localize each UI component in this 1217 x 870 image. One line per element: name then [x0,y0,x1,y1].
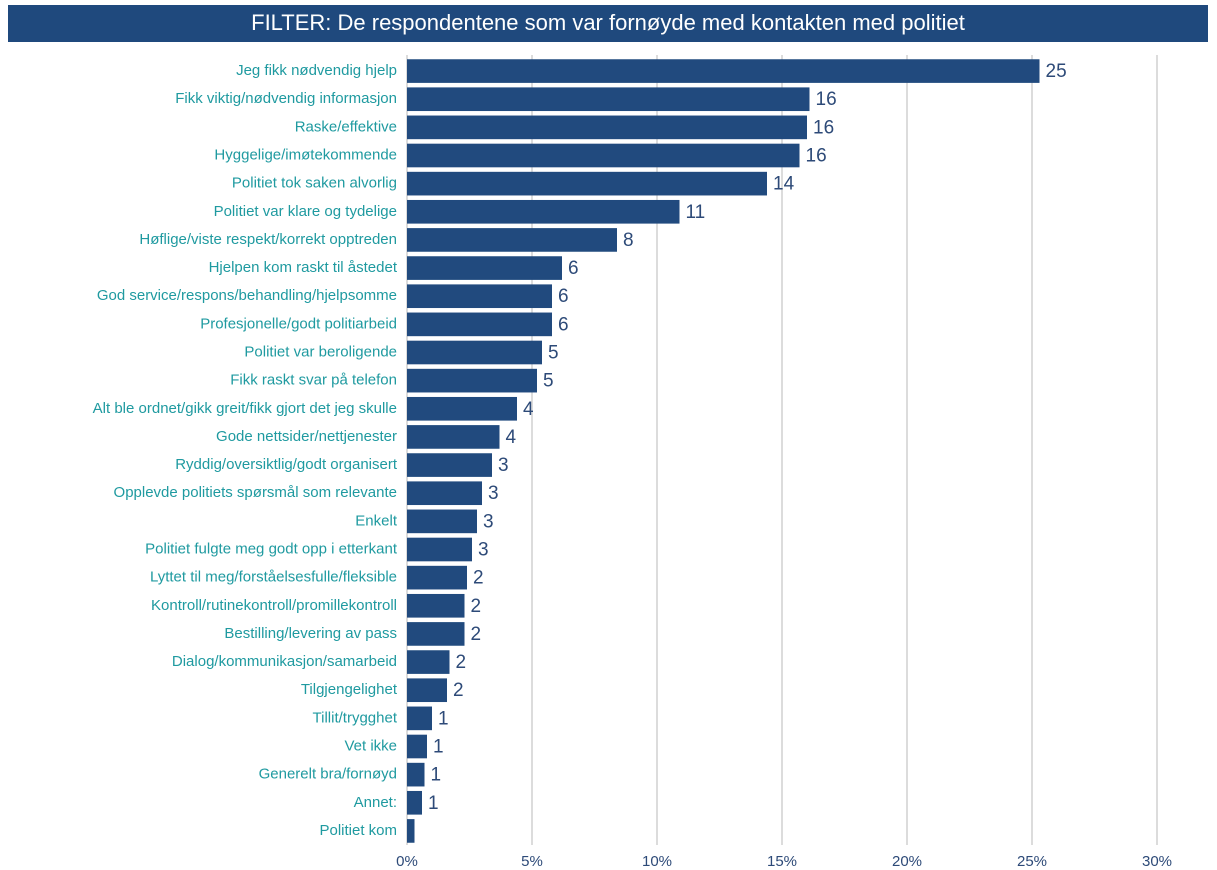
category-label: Lyttet til meg/forståelsesfulle/fleksibl… [150,569,397,586]
value-label: 3 [488,483,499,504]
bar [407,396,517,421]
value-label: 2 [473,568,484,589]
category-label: Fikk viktig/nødvendig informasjon [175,90,397,107]
bar [407,509,477,534]
value-label: 6 [568,258,579,279]
value-label: 3 [498,455,509,476]
bar [407,425,500,449]
value-label: 6 [558,314,569,335]
bar [407,706,432,731]
bar [407,312,552,337]
value-label: 5 [543,371,554,392]
category-label: Fikk raskt svar på telefon [230,372,397,389]
value-label: 8 [623,230,634,251]
category-label: Enkelt [355,512,398,529]
value-label: 14 [773,174,795,195]
bar [407,734,427,759]
chart-title: FILTER: De respondentene som var fornøyd… [251,10,965,35]
value-label: 1 [433,737,444,758]
category-label: God service/respons/behandling/hjelpsomm… [97,287,397,304]
bar [407,650,450,674]
x-tick-label: 30% [1142,853,1172,870]
bar [407,87,810,112]
category-label: Politiet kom [319,822,397,839]
category-label: Gode nettsider/nettjenester [216,428,397,445]
category-label: Jeg fikk nødvendig hjelp [236,62,397,79]
category-label: Høflige/viste respekt/korrekt opptreden [139,231,397,248]
category-label: Profesjonelle/godt politiarbeid [200,315,397,332]
x-tick-label: 10% [642,853,672,870]
bar [407,59,1040,83]
value-label: 4 [506,427,517,448]
bar [407,256,562,280]
bar [407,199,680,224]
x-tick-label: 5% [521,853,543,870]
value-label: 2 [471,596,482,617]
category-label: Generelt bra/fornøyd [259,766,397,783]
category-label: Tillit/trygghet [313,709,398,726]
bar [407,790,422,815]
x-tick-label: 15% [767,853,797,870]
value-label: 16 [813,117,834,138]
category-label: Annet: [354,794,397,811]
bar [407,340,542,365]
bar [407,171,767,196]
x-tick-label: 0% [396,853,418,870]
category-label: Politiet var klare og tydelige [214,203,397,220]
category-label: Politiet var beroligende [244,343,397,360]
value-label: 3 [478,540,489,561]
bar [407,228,617,252]
value-label: 4 [523,399,534,420]
bar [407,678,447,703]
category-label: Vet ikke [344,737,397,754]
category-label: Kontroll/rutinekontroll/promillekontroll [151,597,397,614]
value-label: 1 [431,765,442,786]
bar [407,593,465,618]
category-label: Raske/effektive [295,118,397,135]
value-label: 16 [806,146,827,167]
bar [407,819,415,843]
x-tick-label: 25% [1017,853,1047,870]
category-label: Opplevde politiets spørsmål som relevant… [114,484,397,501]
category-label: Bestilling/levering av pass [224,625,397,642]
category-label: Politiet tok saken alvorlig [232,175,397,192]
bar [407,481,482,506]
category-label: Ryddig/oversiktlig/godt organisert [175,456,398,473]
bar [407,453,492,477]
category-label: Hyggelige/imøtekommende [214,146,397,163]
x-tick-label: 20% [892,853,922,870]
bar [407,762,425,787]
value-label: 1 [438,708,449,729]
bar [407,565,467,590]
value-label: 16 [816,89,837,110]
value-label: 2 [456,652,467,673]
bar [407,143,800,168]
value-label: 3 [483,511,494,532]
value-label: 1 [428,793,439,814]
bar [407,537,472,562]
value-label: 2 [471,624,482,645]
category-label: Tilgjengelighet [301,681,398,698]
bar [407,368,537,393]
bar [407,284,552,309]
bar [407,115,807,140]
category-label: Hjelpen kom raskt til åstedet [209,259,398,276]
value-label: 25 [1046,61,1067,82]
value-label: 5 [548,343,559,364]
title-bar [8,5,1208,42]
value-label: 2 [453,680,464,701]
value-label: 11 [686,202,706,223]
category-label: Dialog/kommunikasjon/samarbeid [172,653,397,670]
value-label: 6 [558,286,569,307]
bar [407,622,465,646]
category-label: Politiet fulgte meg godt opp i etterkant [145,540,398,557]
category-label: Alt ble ordnet/gikk greit/fikk gjort det… [93,400,397,417]
